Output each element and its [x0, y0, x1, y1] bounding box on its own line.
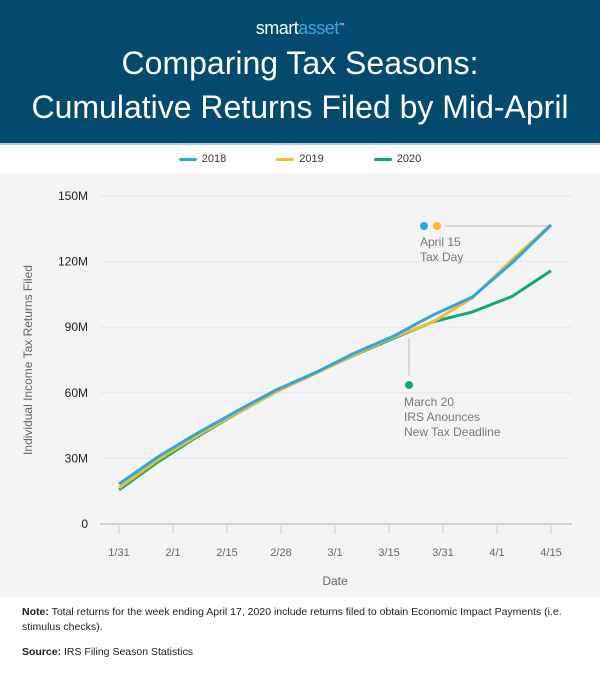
x-tick-label: 2/15 [216, 547, 237, 559]
y-tick-label: 60M [65, 386, 88, 400]
x-tick-label: 3/15 [378, 547, 399, 559]
source: Source: IRS Filing Season Statistics [22, 646, 193, 658]
x-tick-label: 4/1 [489, 547, 504, 559]
x-tick-label: 3/1 [327, 547, 342, 559]
note: Note: Total returns for the week ending … [22, 606, 562, 633]
legend: 2018 2019 2020 [0, 145, 600, 173]
x-axis-title: Date [322, 574, 348, 588]
plot-area: 0 30M 60M 90M 120M 150M 1/31 2/1 2/15 2/28 3/1 3/15… [0, 173, 600, 597]
smartasset-logo: smartasset™ [255, 18, 345, 38]
chart-title: Comparing Tax Seasons: Cumulative Returns… [31, 45, 569, 125]
header: smartasset™ Comparing Tax Seasons: Cumula… [0, 0, 600, 145]
annotation-dot-2020 [405, 381, 413, 389]
y-axis-title: Individual Income Tax Returns Filed [21, 265, 35, 455]
annotation-march-20: March 20 [404, 395, 454, 409]
y-tick-label: 150M [58, 189, 88, 203]
x-tick-label: 2/28 [270, 547, 291, 559]
y-tick-label: 120M [58, 255, 88, 269]
annotation-march-20: New Tax Deadline [404, 425, 501, 439]
annotation-tax-day: Tax Day [420, 250, 463, 264]
footnotes: Note: Total returns for the week ending … [0, 597, 600, 678]
line-chart: 0 30M 60M 90M 120M 150M 1/31 2/1 2/15 2/28 3/1 3/15… [21, 189, 572, 588]
annotation-dot-2018 [420, 222, 428, 230]
series-line-2018 [118, 224, 553, 486]
y-tick-label: 30M [65, 451, 88, 465]
annotation-march-20: IRS Anounces [404, 410, 480, 424]
x-tick-label: 2/1 [165, 547, 180, 559]
series-line-2020 [118, 269, 552, 492]
annotation-dot-2019 [433, 222, 441, 230]
legend-item-2019: 2019 [276, 153, 324, 165]
y-tick-label: 0 [81, 517, 88, 531]
x-tick-label: 3/31 [432, 547, 453, 559]
legend-item-2020: 2020 [373, 153, 421, 165]
x-tick-label: 4/15 [540, 547, 561, 559]
series-line-2019 [118, 223, 553, 490]
y-tick-label: 90M [65, 320, 88, 334]
x-tick-label: 1/31 [108, 547, 129, 559]
annotation-tax-day: April 15 [420, 235, 461, 249]
legend-item-2018: 2018 [178, 153, 226, 165]
